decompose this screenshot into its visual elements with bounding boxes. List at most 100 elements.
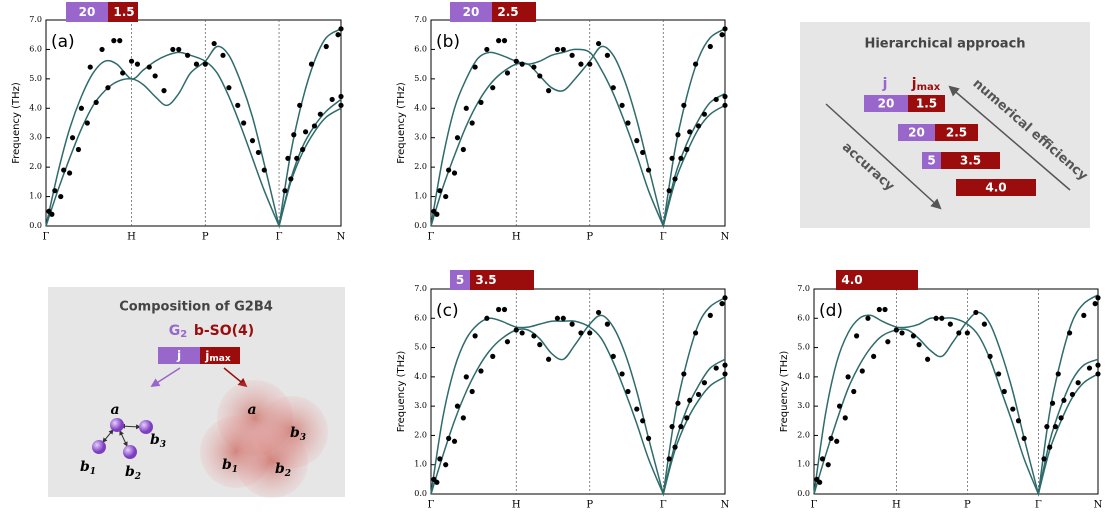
data-point	[484, 315, 490, 321]
atom	[123, 445, 137, 459]
data-point	[842, 415, 848, 421]
data-point	[434, 479, 440, 485]
data-point	[722, 371, 728, 377]
plot-frame	[45, 19, 342, 227]
x-tick-label: Γ	[811, 500, 818, 511]
data-point	[537, 73, 543, 79]
data-point	[469, 388, 475, 395]
data-point	[939, 315, 945, 321]
jmax-sub: max	[209, 354, 230, 364]
badge-j-label: 20	[463, 5, 480, 19]
atom-label: b2	[275, 461, 291, 479]
data-point	[947, 321, 953, 327]
bond	[102, 429, 114, 443]
data-point	[185, 52, 191, 58]
data-point	[303, 129, 309, 135]
data-point	[460, 146, 466, 153]
data-point	[504, 339, 511, 345]
y-tick-label: 3.0	[414, 133, 427, 142]
data-point	[1067, 330, 1073, 336]
atom-label-base: b	[222, 457, 232, 473]
data-point	[871, 353, 877, 359]
data-point	[454, 403, 461, 409]
data-point	[587, 61, 593, 67]
dispersion-curve	[813, 311, 1099, 495]
panel-label: (b)	[436, 32, 460, 52]
data-point	[87, 64, 93, 70]
data-point	[134, 61, 141, 67]
atom-label: a	[247, 402, 256, 418]
data-point	[146, 64, 152, 70]
badge-jmax	[470, 270, 534, 290]
g-sub: 2	[180, 329, 187, 340]
data-point	[52, 188, 58, 194]
y-tick-label: 0.0	[29, 221, 42, 230]
data-point	[845, 374, 851, 380]
data-point	[111, 38, 117, 44]
data-point	[220, 52, 226, 58]
data-point	[681, 102, 687, 108]
data-point	[329, 96, 335, 103]
data-point	[99, 46, 105, 53]
atom	[139, 420, 153, 434]
data-point	[1058, 415, 1064, 421]
data-point	[69, 135, 76, 141]
data-point	[451, 170, 458, 176]
data-point	[161, 88, 167, 94]
data-point	[531, 64, 537, 70]
data-point	[604, 52, 611, 58]
dispersion-curve	[662, 376, 726, 495]
data-point	[338, 93, 344, 100]
jmax-sub: max	[917, 82, 941, 93]
data-point	[1095, 295, 1101, 301]
data-point	[956, 330, 962, 336]
data-point	[49, 211, 55, 217]
j-box	[922, 152, 941, 169]
atom-label-base: b	[125, 464, 135, 480]
data-point	[619, 102, 625, 108]
j-value: 20	[878, 97, 895, 111]
data-point	[554, 315, 561, 321]
data-point	[291, 132, 297, 138]
y-tick-label: 5.0	[29, 74, 42, 83]
data-point	[701, 380, 708, 386]
y-tick-label: 2.0	[797, 430, 810, 439]
badge-jmax	[492, 2, 536, 22]
data-point	[619, 371, 625, 377]
data-point	[202, 61, 208, 67]
atom-label-base: b	[290, 425, 300, 441]
atom-label-base: b	[275, 461, 285, 477]
data-point	[193, 61, 200, 67]
data-point	[285, 155, 291, 161]
data-point	[578, 330, 584, 336]
badge-jmax	[108, 2, 138, 22]
data-point	[645, 435, 652, 441]
x-tick-label: N	[1094, 500, 1103, 511]
badge-j-label: 5	[456, 273, 464, 287]
data-point	[695, 391, 702, 398]
data-point	[707, 43, 713, 50]
cloud	[236, 426, 308, 498]
data-point	[569, 321, 575, 327]
y-tick-label: 2.0	[414, 162, 427, 171]
j-box	[158, 347, 200, 364]
y-tick-label: 0.0	[414, 489, 427, 498]
data-point	[695, 123, 702, 129]
data-point	[338, 26, 344, 32]
panel-label: (c)	[436, 301, 459, 321]
data-point	[546, 356, 552, 362]
x-tick-label: N	[721, 500, 730, 511]
data-point	[311, 123, 318, 129]
data-point	[854, 333, 860, 339]
x-tick-label: H	[512, 500, 521, 511]
data-point	[996, 371, 1002, 377]
y-tick-label: 0.0	[414, 221, 427, 230]
data-point	[61, 167, 67, 173]
data-point	[687, 129, 693, 135]
dispersion-curve	[430, 45, 726, 227]
data-point	[1069, 391, 1076, 398]
dispersion-curve	[430, 28, 726, 229]
y-tick-label: 2.0	[414, 430, 427, 439]
jmax-box	[941, 152, 1000, 169]
